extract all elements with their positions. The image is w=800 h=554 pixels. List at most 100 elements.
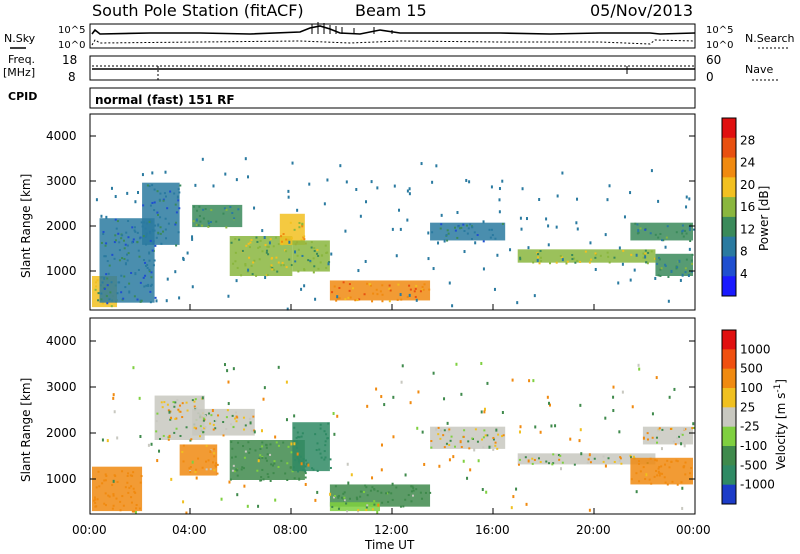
power-speckle [454,226,457,229]
velocity-speckle [334,485,337,488]
velocity-speckle [343,491,346,494]
velocity-region-6 [329,484,431,507]
power-speckle [415,284,418,287]
velocity-speckle [209,450,212,453]
velocity-speckle [684,473,687,476]
power-speckle [145,243,148,246]
power-speckle [163,192,166,195]
velocity-speckle [127,472,130,475]
power-scatter-point [408,187,411,191]
power-colorbar-swatch [722,177,736,198]
velocity-speckle [448,428,451,431]
velocity-scatter-point [604,464,607,468]
power-speckle [573,257,576,260]
velocity-scatter-point [651,412,654,416]
power-speckle [149,290,152,293]
power-speckle [555,261,558,264]
power-speckle [252,261,255,264]
velocity-speckle [356,498,359,501]
velocity-speckle [646,438,649,441]
velocity-speckle [131,474,134,477]
velocity-speckle [226,409,229,412]
velocity-speckle [658,427,661,430]
power-scatter-point [589,241,592,245]
power-speckle [124,286,127,289]
velocity-scatter-point [300,462,303,466]
power-scatter-point [191,285,194,289]
power-speckle [349,296,352,299]
velocity-speckle [182,444,185,447]
velocity-speckle [690,466,693,469]
velocity-speckle [681,433,684,436]
velocity-scatter-point [185,511,188,515]
velocity-scatter-point [683,444,686,448]
velocity-speckle [234,417,237,420]
velocity-scatter-point [512,495,515,499]
power-speckle [97,299,100,302]
power-speckle [178,191,181,194]
power-speckle [150,283,153,286]
velocity-speckle [129,474,132,477]
power-speckle [204,207,207,210]
power-speckle [281,240,284,243]
velocity-speckle [175,417,178,420]
power-speckle [682,229,685,232]
velocity-scatter-point [578,439,581,443]
velocity-speckle [304,472,307,475]
power-speckle [158,198,161,201]
power-scatter-point [440,213,443,217]
power-speckle [165,237,168,240]
velocity-speckle [252,415,255,418]
velocity-colorbar-swatch [722,465,736,486]
power-region-6 [292,240,330,272]
power-colorbar-swatch [722,197,736,218]
velocity-speckle [173,431,176,434]
power-scatter-point [393,184,396,188]
velocity-speckle [297,470,300,473]
velocity-speckle [231,469,234,472]
velocity-speckle [155,430,158,433]
velocity-speckle [265,446,268,449]
velocity-scatter-point [486,381,489,385]
power-scatter-point [688,247,691,251]
power-speckle [294,260,297,263]
velocity-speckle [323,430,326,433]
velocity-speckle [209,422,212,425]
velocity-speckle [524,456,527,459]
velocity-speckle [175,427,178,430]
velocity-speckle [646,432,649,435]
power-speckle [303,235,306,238]
power-speckle [261,250,264,253]
power-scatter-point [496,253,499,257]
velocity-speckle [326,437,329,440]
power-speckle [153,259,156,262]
power-scatter-point [437,241,440,245]
power-speckle [301,254,304,257]
power-speckle [559,255,562,258]
power-speckle [94,288,97,291]
velocity-speckle [500,435,503,438]
power-speckle [148,220,151,223]
velocity-speckle [689,472,692,475]
velocity-speckle [359,495,362,498]
velocity-scatter-point [618,430,621,434]
power-speckle [675,231,678,234]
velocity-speckle [305,463,308,466]
velocity-scatter-point [448,458,451,462]
velocity-speckle [119,500,122,503]
velocity-speckle [386,492,389,495]
velocity-speckle [412,487,415,490]
power-speckle [229,206,232,209]
velocity-speckle [497,433,500,436]
velocity-scatter-point [483,407,486,411]
velocity-speckle [682,465,685,468]
power-scatter-point [326,178,329,182]
power-speckle [537,253,540,256]
velocity-speckle [437,433,440,436]
plot-title: South Pole Station (fitACF) [92,1,304,20]
velocity-speckle [138,507,141,510]
velocity-speckle [430,440,433,443]
power-speckle [131,226,134,229]
velocity-speckle [385,492,388,495]
velocity-speckle [135,507,138,510]
